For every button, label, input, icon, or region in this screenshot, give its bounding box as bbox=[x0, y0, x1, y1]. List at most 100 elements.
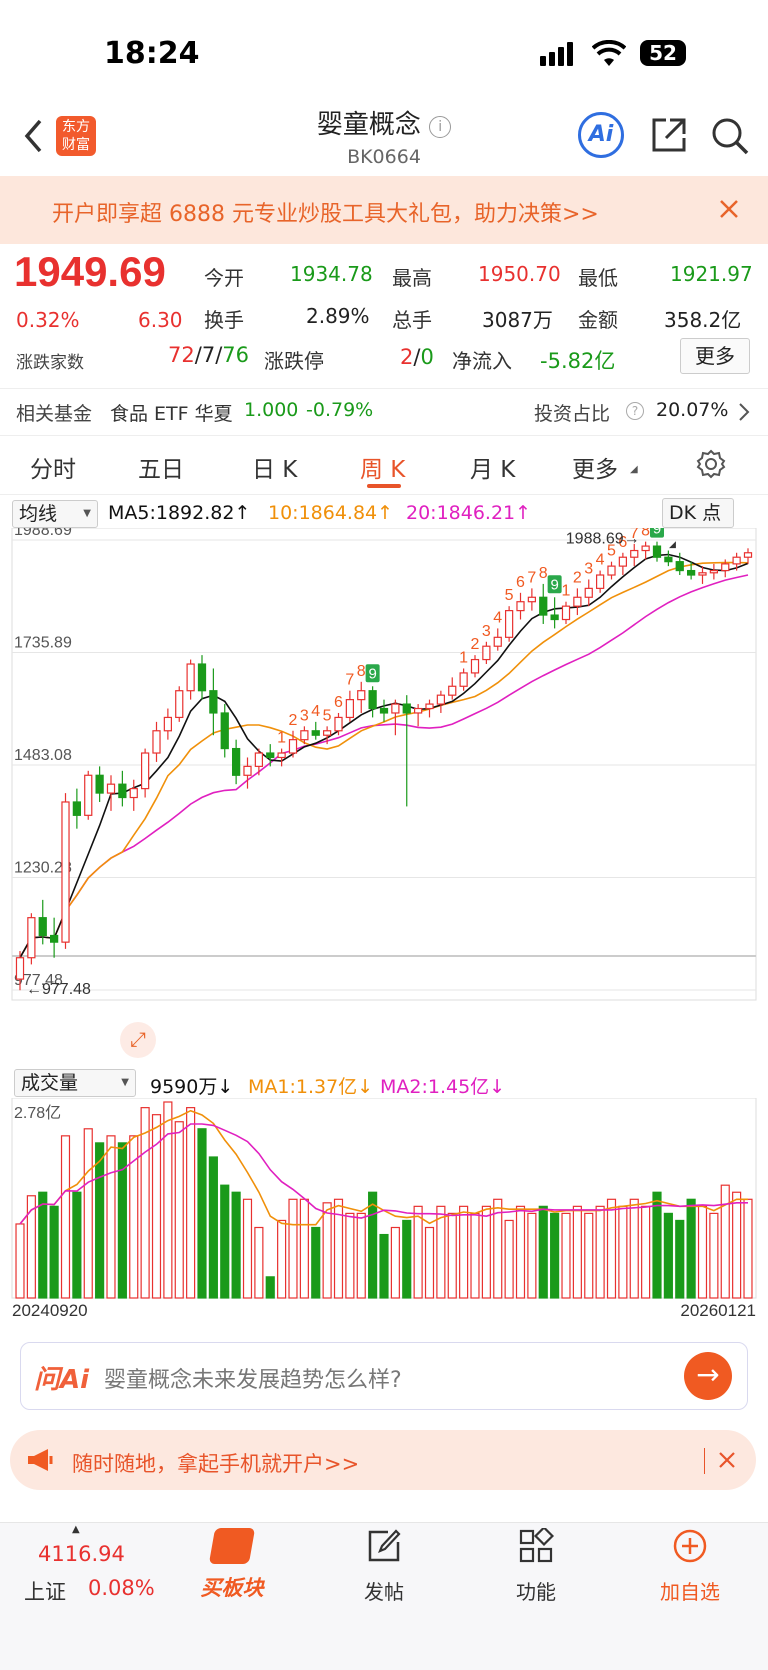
price-tick-label: 1988.69 bbox=[14, 528, 72, 539]
index-change[interactable]: 0.08% bbox=[88, 1576, 155, 1600]
ai-button[interactable]: Ai bbox=[578, 112, 624, 158]
td-label: 1 bbox=[277, 730, 286, 747]
open-label: 今开 bbox=[204, 266, 244, 290]
candle-body bbox=[641, 545, 650, 552]
help-icon[interactable]: ? bbox=[626, 402, 644, 420]
limit-label: 涨跌停 bbox=[264, 349, 324, 373]
ma20-value: 20:1846.21 bbox=[406, 502, 516, 524]
promo-banner[interactable] bbox=[0, 176, 768, 244]
vol-ma1-value: MA1:1.37亿 bbox=[248, 1076, 358, 1098]
price-tick-label: 977.48 bbox=[14, 972, 63, 989]
change-value: 6.30 bbox=[138, 308, 183, 332]
limit-values: 2/0 bbox=[400, 345, 434, 369]
add-watchlist-button[interactable]: 加自选 bbox=[630, 1528, 750, 1608]
up-count: 72 bbox=[168, 343, 195, 367]
min-price-marker: ←977.48 bbox=[26, 981, 91, 998]
tab-daily-k[interactable]: 日 K bbox=[252, 457, 298, 483]
td-label-bg bbox=[365, 664, 380, 683]
fund-name[interactable]: 食品 ETF 华夏 bbox=[110, 403, 233, 425]
volume-bar bbox=[413, 1205, 423, 1299]
tab-more[interactable]: 更多 bbox=[572, 457, 618, 483]
info-icon[interactable]: i bbox=[429, 116, 452, 138]
change-pct: 0.32% bbox=[16, 308, 80, 332]
volume-select-value: 成交量 bbox=[21, 1072, 79, 1094]
tab-wuri[interactable]: 五日 bbox=[138, 457, 184, 483]
page-title: 婴童概念 i bbox=[0, 104, 768, 141]
td-label-bg bbox=[547, 575, 562, 594]
volume-bar bbox=[72, 1191, 82, 1299]
tab-weekly-k[interactable]: 周 K bbox=[360, 457, 406, 483]
volume-bar bbox=[447, 1212, 457, 1299]
fund-row[interactable] bbox=[0, 388, 768, 436]
ma20-line bbox=[19, 574, 749, 959]
caret-icon: ◢ bbox=[669, 540, 676, 550]
stock-code: BK0664 bbox=[347, 146, 421, 168]
arrow-right-icon[interactable]: → bbox=[684, 1352, 732, 1400]
candle-body bbox=[402, 703, 411, 714]
ma20-legend: 20:1846.21↑ bbox=[406, 502, 532, 524]
limit-up: 2 bbox=[400, 345, 414, 369]
last-price: 1949.69 bbox=[14, 248, 166, 295]
volume-chart[interactable]: 2.78亿 20240920 20260121 bbox=[0, 1098, 768, 1334]
candle-body bbox=[652, 545, 662, 558]
vol-ma2-legend: MA2:1.45亿↓ bbox=[380, 1076, 506, 1098]
more-button[interactable]: 更多 bbox=[680, 338, 750, 374]
candle-body bbox=[266, 752, 275, 759]
battery-level: 52 bbox=[649, 41, 677, 65]
td-label: 7 bbox=[630, 528, 639, 542]
volume-bar bbox=[49, 1205, 59, 1299]
settings-icon[interactable] bbox=[696, 449, 726, 479]
volume-bar bbox=[242, 1198, 253, 1299]
vol-value: 9590万 bbox=[150, 1076, 218, 1098]
candle-body bbox=[118, 783, 127, 799]
search-icon[interactable] bbox=[710, 116, 750, 156]
volume-bar bbox=[493, 1198, 503, 1299]
chevron-right-icon[interactable] bbox=[738, 402, 750, 422]
expand-icon[interactable]: ⤢ bbox=[120, 1022, 156, 1058]
caret-icon: ◢ bbox=[630, 464, 638, 475]
index-value[interactable]: 4116.94 bbox=[38, 1542, 125, 1566]
tab-fenshi[interactable]: 分时 bbox=[30, 457, 76, 483]
volume-bar bbox=[436, 1205, 446, 1299]
tab-monthly-k[interactable]: 月 K bbox=[470, 457, 516, 483]
volume-bar bbox=[538, 1205, 548, 1299]
close-icon[interactable] bbox=[718, 1451, 736, 1469]
candle-body bbox=[72, 801, 82, 816]
candle-body bbox=[561, 605, 571, 621]
volume-bar bbox=[652, 1191, 662, 1299]
td-label: 9 bbox=[653, 528, 661, 538]
candle-body bbox=[243, 765, 252, 776]
candle-body bbox=[322, 730, 332, 736]
candle-body bbox=[391, 703, 400, 714]
candle-body bbox=[163, 716, 173, 732]
ma5-legend: MA5:1892.82↑ bbox=[108, 502, 251, 524]
dk-select[interactable]: DK 点 ◢ bbox=[662, 498, 734, 550]
max-price-marker: 1988.69→ bbox=[566, 531, 640, 548]
close-icon[interactable] bbox=[718, 198, 740, 220]
ai-question-input[interactable]: 婴童概念未来发展趋势怎么样? bbox=[104, 1368, 402, 1393]
ai-question-bar[interactable] bbox=[20, 1342, 748, 1410]
candle-body bbox=[550, 614, 559, 621]
volume-bar bbox=[174, 1121, 184, 1299]
share-icon[interactable] bbox=[650, 116, 688, 154]
volume-bar bbox=[663, 1212, 673, 1299]
volume-select[interactable]: 成交量 ▼ bbox=[14, 1069, 136, 1097]
td-label: 1 bbox=[459, 649, 468, 666]
back-icon[interactable] bbox=[22, 118, 46, 154]
td-label: 2 bbox=[289, 712, 298, 729]
function-button[interactable]: 功能 bbox=[476, 1528, 596, 1608]
banner-text[interactable]: 开户即享超 6888 元专业炒股工具大礼包，助力决策>> bbox=[52, 202, 599, 227]
promo-text[interactable]: 随时随地，拿起手机就开户>> bbox=[72, 1452, 360, 1476]
index-name[interactable]: 上证 bbox=[24, 1580, 66, 1604]
post-button[interactable]: 发帖 bbox=[324, 1528, 444, 1608]
volume-bar bbox=[277, 1219, 287, 1299]
limit-down: 0 bbox=[420, 345, 434, 369]
chart-frame bbox=[11, 528, 757, 1001]
indicator-select[interactable]: 均线 ▼ bbox=[12, 500, 98, 528]
buy-block-button[interactable]: 买板块 bbox=[172, 1528, 292, 1608]
turnover-label: 换手 bbox=[204, 308, 244, 332]
volume-bar bbox=[117, 1142, 127, 1299]
account-promo[interactable] bbox=[10, 1430, 756, 1490]
amount-value: 358.2亿 bbox=[664, 308, 742, 332]
